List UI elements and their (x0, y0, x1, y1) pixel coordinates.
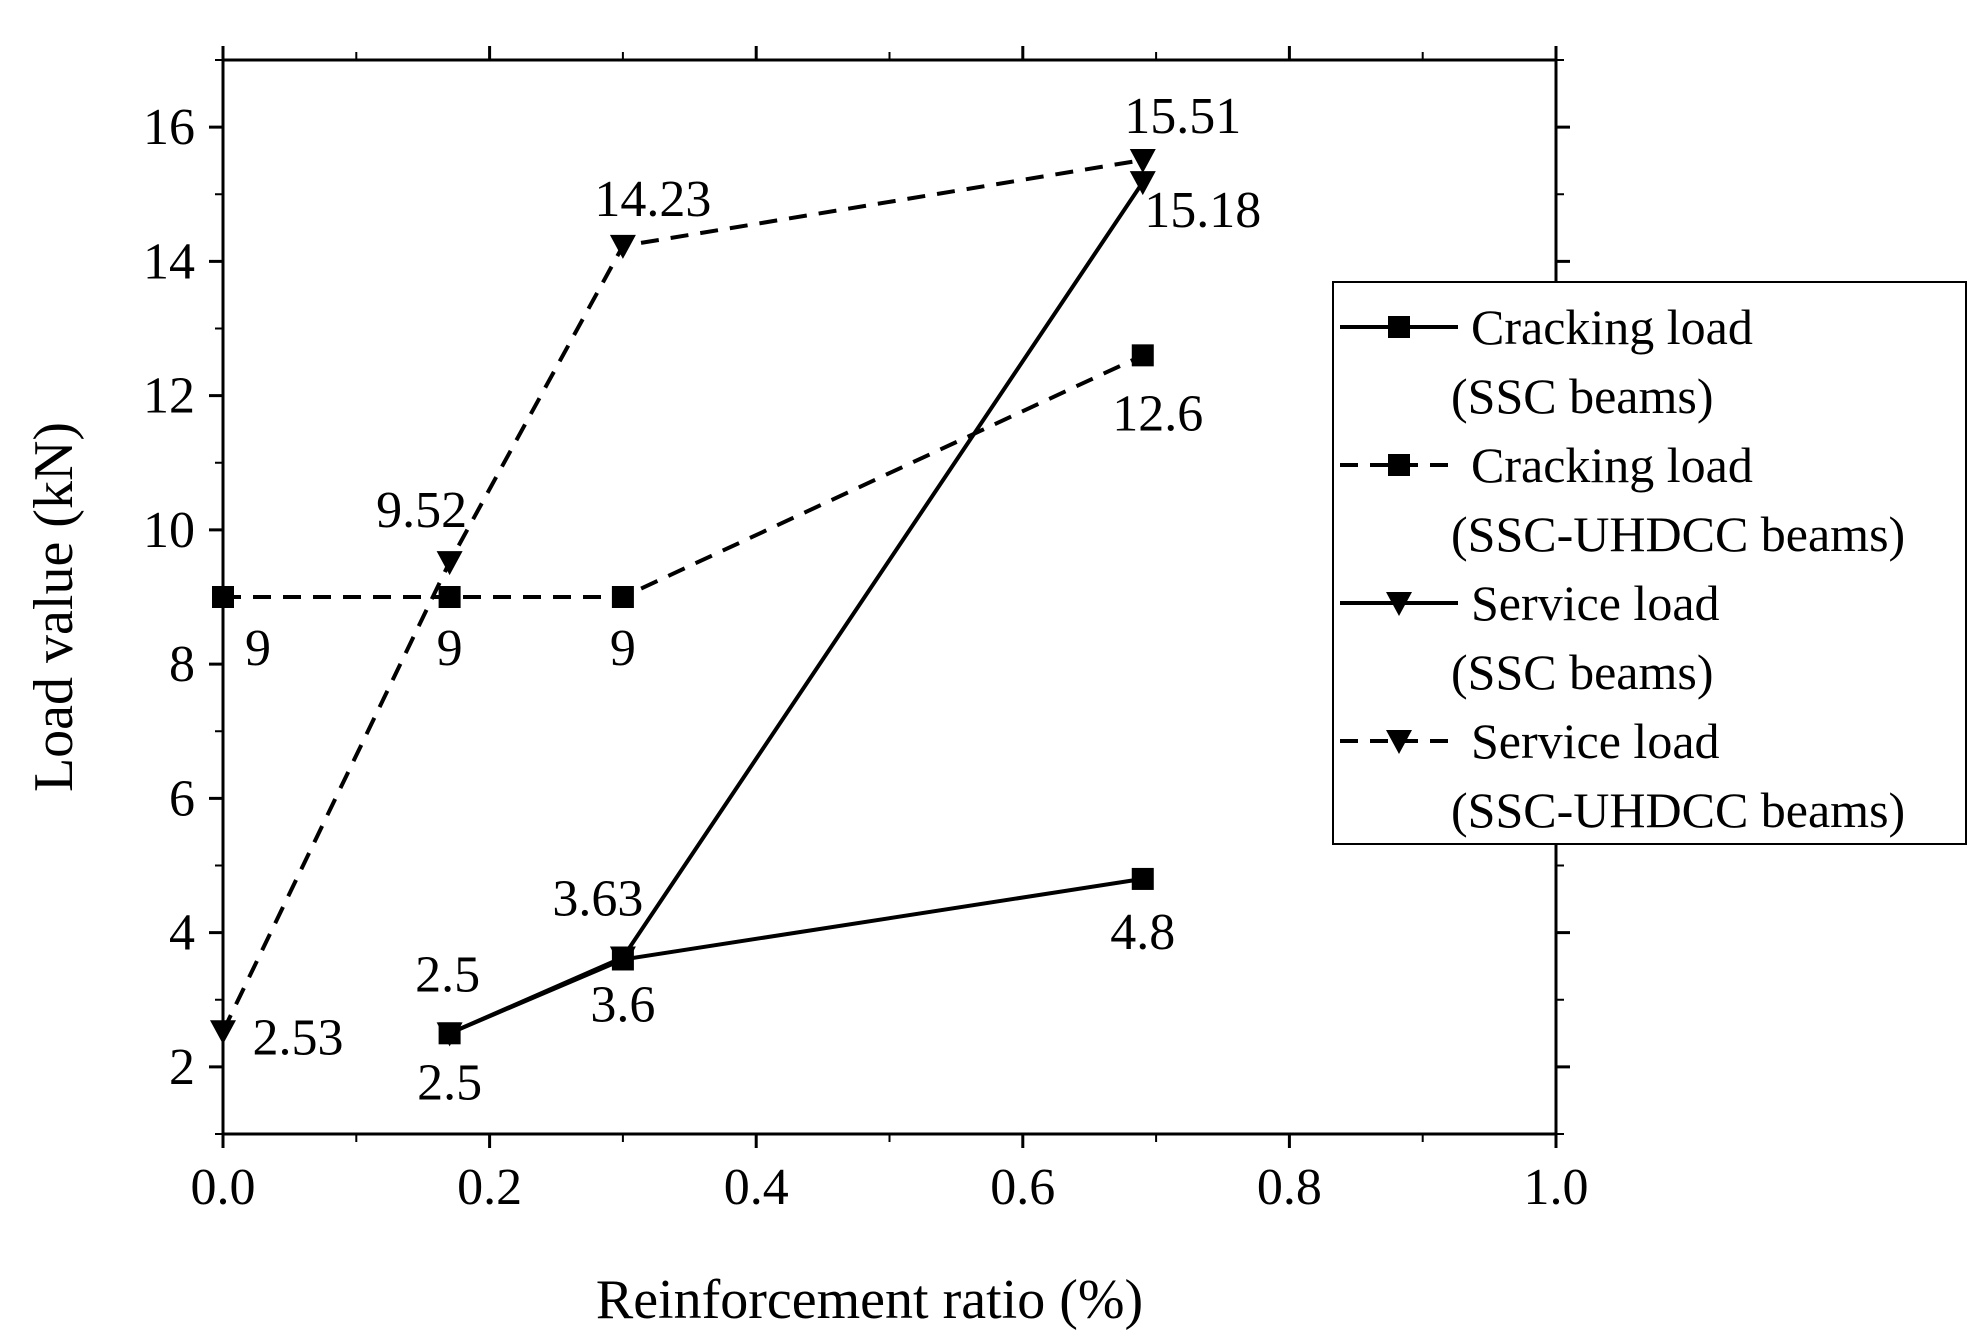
axis-tick-labels: 0.0 0.2 0.4 0.6 0.8 1.0 2 4 6 8 10 12 14 16 (143, 99, 1589, 1216)
series-3-point (436, 1022, 463, 1047)
y-tick-label: 8 (169, 636, 195, 693)
y-tick-label: 4 (169, 905, 195, 962)
x-tick-label: 0.0 (191, 1159, 256, 1216)
series-4-point (1129, 149, 1156, 174)
series-4-point (436, 551, 463, 576)
x-tick-label: 0.8 (1257, 1159, 1322, 1216)
x-tick-label: 0.2 (457, 1159, 522, 1216)
series-2-data-label: 12.6 (1112, 385, 1203, 442)
series-1-point (1131, 867, 1154, 890)
series-2-point (1131, 344, 1154, 367)
series-3-point (609, 946, 636, 971)
y-tick-label: 16 (143, 99, 195, 156)
legend-label-3-line1: Service load (1471, 575, 1720, 631)
legend-label-2-line1: Cracking load (1471, 437, 1753, 493)
legend-label-4-line2: (SSC-UHDCC beams) (1451, 782, 1905, 838)
series-4-data-label: 14.23 (594, 171, 711, 228)
data-label-layer: 2.5 3.6 4.8 9 9 9 12.6 2.5 3.63 15.18 2.53 9.52 14.2… (245, 88, 1261, 1111)
y-tick-label: 12 (143, 368, 195, 425)
y-axis-title: Load value (kN) (23, 422, 85, 792)
x-tick-label: 0.4 (724, 1159, 789, 1216)
series-4-data-label: 15.51 (1124, 88, 1241, 145)
series-line-4 (221, 158, 1144, 1033)
series-1-data-label: 2.5 (417, 1054, 482, 1111)
legend-box (1332, 281, 1967, 845)
legend: Cracking load (SSC beams) Cracking load (SS… (1332, 281, 1967, 845)
legend-marker-4 (1386, 730, 1412, 754)
series-1-data-label: 3.6 (590, 976, 655, 1033)
y-tick-label: 14 (143, 233, 195, 290)
series-2-data-label: 9 (245, 620, 271, 677)
legend-label-4-line1: Service load (1471, 713, 1720, 769)
series-4-point (609, 234, 636, 259)
y-tick-label: 6 (169, 770, 195, 827)
legend-label-1-line1: Cracking load (1471, 299, 1753, 355)
series-3-point (1129, 171, 1156, 196)
legend-label-1-line2: (SSC beams) (1451, 368, 1714, 424)
series-2-data-label: 9 (437, 620, 463, 677)
series-3-data-label: 3.63 (552, 870, 643, 927)
legend-label-2-line2: (SSC-UHDCC beams) (1451, 506, 1905, 562)
series-2-point (611, 586, 634, 608)
y-tick-label: 10 (143, 502, 195, 559)
series-line-2 (223, 353, 1144, 599)
series-1-data-label: 4.8 (1110, 904, 1175, 961)
x-tick-label: 0.6 (990, 1159, 1055, 1216)
legend-marker-1 (1388, 316, 1410, 338)
series-4-data-label: 9.52 (376, 482, 467, 539)
series-layer (221, 158, 1145, 1036)
series-3-data-label: 2.5 (415, 946, 480, 1003)
legend-marker-2 (1388, 454, 1410, 476)
legend-marker-3 (1386, 592, 1412, 616)
series-2-point (438, 586, 461, 608)
y-tick-label: 2 (169, 1039, 195, 1096)
x-tick-label: 1.0 (1524, 1159, 1589, 1216)
series-3-data-label: 15.18 (1144, 182, 1261, 239)
series-2-data-label: 9 (610, 620, 636, 677)
legend-label-3-line2: (SSC beams) (1451, 644, 1714, 700)
series-4-data-label: 2.53 (253, 1009, 344, 1066)
x-axis-title: Reinforcement ratio (%) (596, 1269, 1143, 1331)
